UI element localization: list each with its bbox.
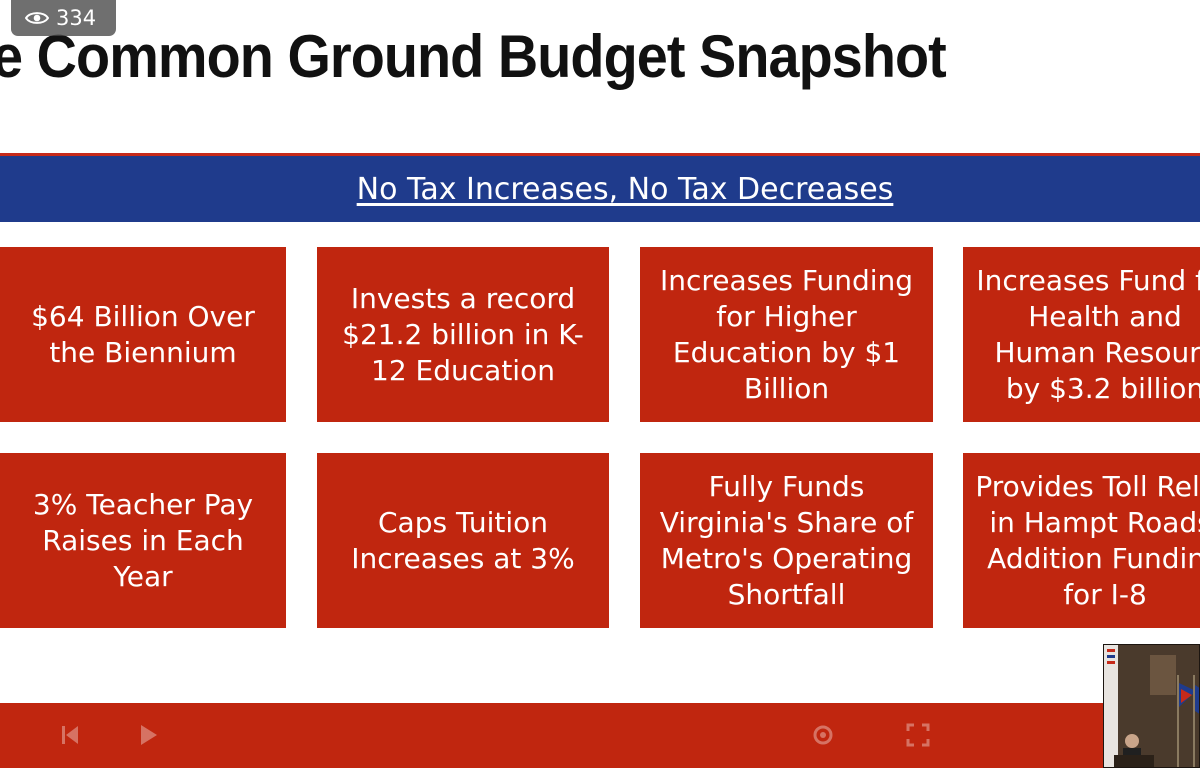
tax-banner: No Tax Increases, No Tax Decreases	[0, 153, 1200, 222]
footer-bar	[0, 703, 1200, 768]
card-text: Fully Funds Virginia's Share of Metro's …	[659, 469, 914, 611]
view-count: 334	[56, 6, 97, 30]
play-icon[interactable]	[135, 722, 161, 748]
card-toll-relief: Provides Toll Relief in Hampt Roads, Add…	[963, 453, 1200, 628]
speaker-video-icon	[1104, 645, 1199, 767]
card-text: Caps Tuition Increases at 3%	[351, 505, 575, 575]
card-metro-funding: Fully Funds Virginia's Share of Metro's …	[640, 453, 933, 628]
card-text: Increases Fund for Health and Human Reso…	[976, 263, 1200, 405]
fullscreen-icon[interactable]	[905, 722, 931, 748]
card-text: Invests a record $21.2 billion in K-12 E…	[342, 281, 584, 387]
card-health-human-resources: Increases Fund for Health and Human Reso…	[963, 247, 1200, 422]
skip-back-icon[interactable]	[58, 722, 84, 748]
card-text: Increases Funding for Higher Education b…	[659, 263, 914, 405]
speaker-video-thumbnail[interactable]	[1103, 644, 1200, 768]
card-higher-education: Increases Funding for Higher Education b…	[640, 247, 933, 422]
eye-icon	[25, 12, 49, 24]
view-count-badge: 334	[11, 0, 116, 36]
card-k12-education: Invests a record $21.2 billion in K-12 E…	[317, 247, 609, 422]
card-text: 3% Teacher Pay Raises in Each Year	[32, 487, 254, 593]
slide-title: e Common Ground Budget Snapshot	[0, 23, 947, 90]
card-text: $64 Billion Over the Biennium	[31, 299, 255, 369]
settings-icon[interactable]	[810, 722, 836, 748]
card-budget-total: $64 Billion Over the Biennium	[0, 247, 286, 422]
card-text: Provides Toll Relief in Hampt Roads, Add…	[975, 469, 1200, 611]
card-teacher-pay: 3% Teacher Pay Raises in Each Year	[0, 453, 286, 628]
banner-text: No Tax Increases, No Tax Decreases	[356, 171, 894, 207]
card-tuition-cap: Caps Tuition Increases at 3%	[317, 453, 609, 628]
